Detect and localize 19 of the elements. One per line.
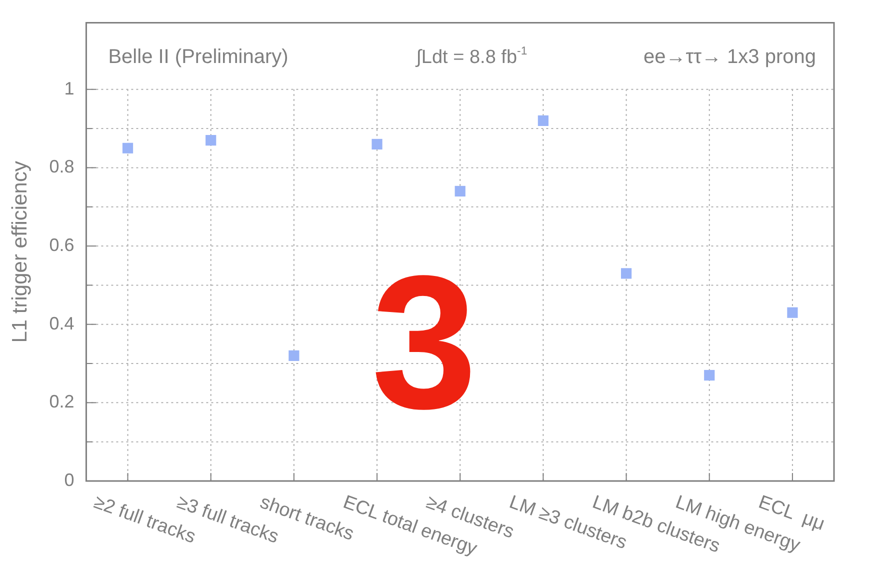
y-tick-label: 0.4 [49, 313, 74, 334]
y-tick-label: 1 [64, 78, 74, 98]
point [206, 134, 216, 146]
annotation: 3 [371, 236, 478, 449]
y-axis-title: L1 trigger efficiency [8, 160, 32, 343]
point [372, 138, 382, 150]
y-tick-label: 0 [64, 470, 74, 490]
point [288, 350, 300, 361]
point [620, 268, 632, 279]
point [454, 186, 466, 196]
point [122, 142, 134, 154]
annotation: Belle II (Preliminary) [108, 46, 288, 68]
point [538, 115, 548, 126]
point [704, 370, 715, 381]
y-tick-label: 0.6 [49, 234, 74, 255]
y-tick-label: 0.2 [49, 392, 74, 412]
annotation: ee→ττ→ 1x3 prong [643, 46, 816, 68]
point [787, 307, 798, 318]
y-tick-label: 0.8 [49, 156, 74, 177]
